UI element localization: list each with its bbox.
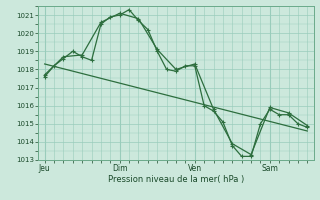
X-axis label: Pression niveau de la mer( hPa ): Pression niveau de la mer( hPa ) [108,175,244,184]
